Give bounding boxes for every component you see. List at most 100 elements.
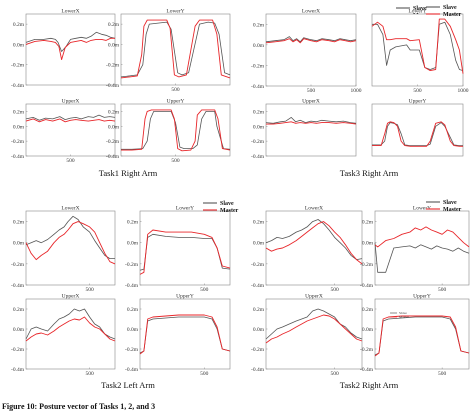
x-tick-label: 500: [438, 287, 447, 293]
series-line-slave: [372, 122, 463, 147]
y-tick-label: 0.0m: [253, 43, 265, 49]
group-caption: Task2 Right Arm: [340, 380, 399, 390]
y-tick-label: -0.4m: [251, 367, 265, 373]
panel-title: LowerY: [166, 9, 184, 15]
y-tick-label: -0.2m: [360, 347, 374, 353]
chart-panel: UpperX 0.2m 0.0m -0.2m -0.4m 500: [11, 294, 116, 377]
plot-frame: [265, 103, 357, 157]
y-tick-label: 0.0m: [13, 42, 25, 48]
y-tick-label: -0.2m: [125, 347, 139, 353]
y-tick-label: 0.2m: [13, 307, 25, 313]
chart-panel: LowerY 0.2m 0.0m -0.2m -0.4m 500: [125, 206, 231, 293]
panel-title: UpperX: [305, 294, 323, 300]
series-line-slave: [25, 215, 115, 260]
y-tick-label: 0.2m: [127, 307, 139, 313]
series-line-master: [120, 19, 231, 79]
y-tick-label: 0.0m: [253, 124, 265, 130]
inset-legend-label: Slave: [399, 311, 407, 315]
x-tick-label: 500: [307, 88, 316, 94]
chart-panel: UpperX 0.2m 0.0m -0.2m -0.4m: [251, 99, 357, 160]
series-line-slave: [120, 21, 231, 78]
chart-panel: LowerY 0.2m 0.0m -0.2m -0.4m 500: [360, 206, 470, 293]
series-line-master: [265, 314, 363, 344]
y-tick-label: 0.2m: [253, 307, 265, 313]
x-tick-label: 500: [200, 287, 209, 293]
x-tick-label: 500: [413, 88, 422, 94]
y-tick-label: -0.2m: [11, 262, 25, 268]
panel-title: UpperX: [62, 294, 80, 300]
series-line-slave: [265, 219, 363, 261]
series-line-master: [25, 37, 115, 61]
panel-title: LowerX: [302, 9, 320, 15]
panel-title: UpperY: [167, 99, 185, 105]
x-tick-label: 500: [330, 371, 339, 377]
y-tick-label: 0.2m: [108, 22, 120, 28]
legend-label: Slave: [443, 5, 457, 11]
y-tick-label: -0.4m: [106, 83, 120, 89]
series-line-master: [265, 38, 357, 44]
series-line-master: [266, 121, 357, 125]
x-tick-label: 500: [85, 287, 94, 293]
figure-caption: Figure 10: Posture vector of Tasks 1, 2,…: [2, 402, 155, 411]
y-tick-label: -0.2m: [11, 347, 25, 353]
series-line-master: [25, 221, 116, 265]
chart-group: LowerX 0.2m 0.0m -0.2m -0.4m 500 1000 LowerY 500…: [251, 5, 469, 178]
panel-title: UpperX: [302, 99, 320, 105]
y-tick-label: 0.2m: [127, 220, 139, 226]
y-tick-label: 0.0m: [13, 241, 25, 247]
plot-frame: [25, 13, 116, 86]
chart-panel: UpperX 0.2m 0.0m -0.2m -0.4m 500: [251, 294, 363, 377]
y-tick-label: 0.2m: [253, 109, 265, 115]
y-tick-label: 0.2m: [13, 109, 25, 115]
chart-panel: LowerX 0.2m 0.0m -0.2m -0.4m: [11, 9, 116, 89]
series-line-master: [25, 316, 116, 342]
chart-panel: LowerX 0.2m 0.0m -0.2m -0.4m 500: [11, 206, 116, 293]
x-tick-label: 1000: [351, 88, 362, 94]
y-tick-label: -0.2m: [251, 63, 265, 69]
y-tick-label: 0.0m: [362, 241, 374, 247]
chart-panel: LowerY 500 1000: [371, 9, 469, 94]
y-tick-label: -0.4m: [106, 154, 120, 160]
panel-title: UpperX: [62, 99, 80, 105]
series-line-slave: [265, 36, 357, 43]
panel-title: UpperY: [413, 294, 431, 300]
y-tick-label: 0.2m: [13, 22, 25, 28]
plot-frame: [25, 298, 116, 370]
y-tick-label: -0.4m: [360, 283, 374, 289]
legend-label: Master: [220, 208, 239, 214]
y-tick-label: -0.2m: [125, 262, 139, 268]
y-tick-label: 0.2m: [362, 307, 374, 313]
panel-title: LowerY: [413, 206, 431, 212]
x-tick-label: 500: [171, 158, 180, 164]
x-tick-label: 500: [330, 287, 339, 293]
y-tick-label: -0.2m: [106, 139, 120, 145]
y-tick-label: -0.2m: [251, 262, 265, 268]
panel-title: LowerX: [61, 9, 79, 15]
group-caption: Task2 Left Arm: [101, 380, 155, 390]
series-line-slave: [25, 114, 116, 121]
plot-frame: [139, 210, 231, 286]
y-tick-label: -0.4m: [11, 283, 25, 289]
group-caption: Task1 Right Arm: [99, 168, 158, 178]
plot-frame: [265, 298, 363, 370]
y-tick-label: 0.0m: [253, 241, 265, 247]
y-tick-label: 0.2m: [362, 220, 374, 226]
series-line-master: [121, 109, 231, 152]
y-tick-label: -0.4m: [11, 83, 25, 89]
y-tick-label: 0.0m: [362, 327, 374, 333]
chart-panel: LowerY 0.2m 0.0m -0.2m -0.4m 500: [106, 9, 231, 93]
plot-frame: [374, 298, 470, 370]
x-tick-label: 500: [200, 371, 209, 377]
series-line-master: [139, 229, 231, 275]
y-tick-label: -0.2m: [251, 139, 265, 145]
legend-label: Slave: [413, 6, 427, 12]
legend-label: Slave: [220, 201, 234, 207]
series-line-slave: [265, 308, 363, 340]
panel-title: LowerY: [176, 206, 194, 212]
y-tick-label: 0.0m: [13, 327, 25, 333]
y-tick-label: 0.0m: [108, 42, 120, 48]
series-line-master: [371, 18, 464, 74]
